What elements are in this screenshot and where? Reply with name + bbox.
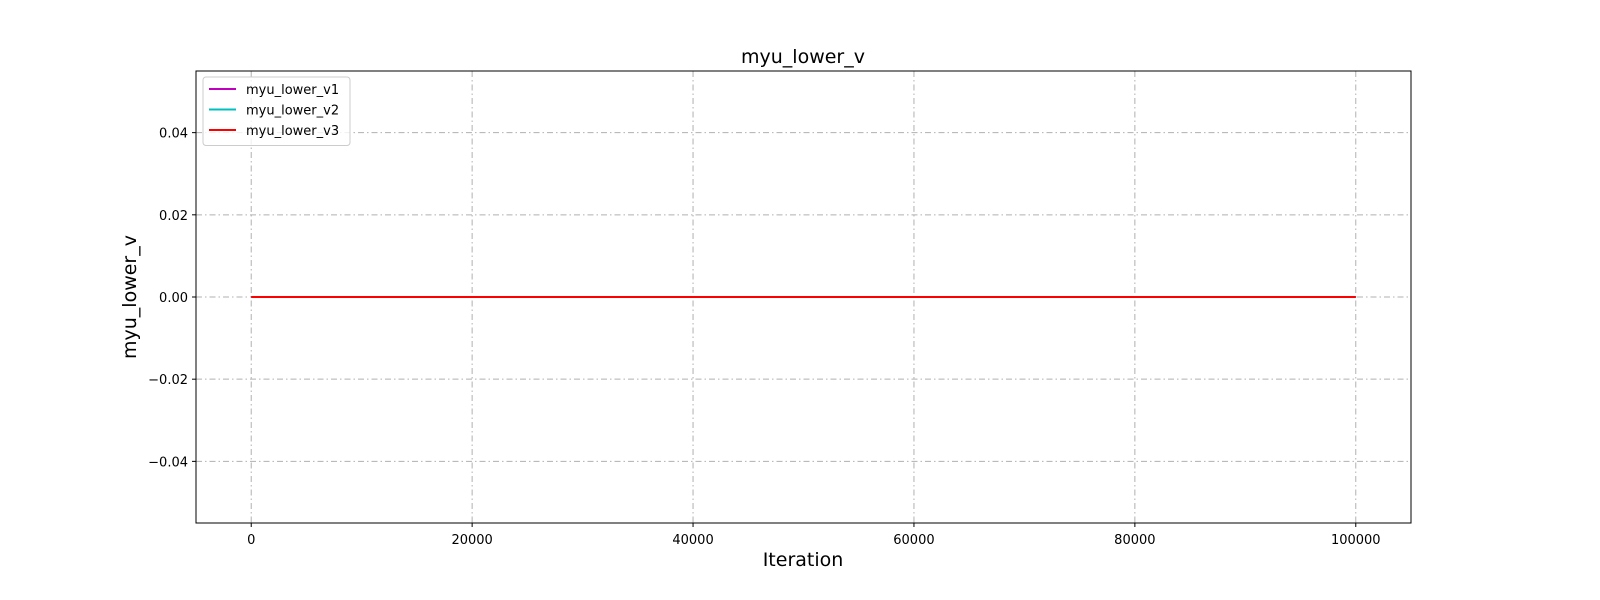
- chart-title: myu_lower_v: [741, 46, 865, 68]
- x-tick-label: 60000: [893, 533, 934, 548]
- legend-label: myu_lower_v1: [246, 83, 339, 98]
- legend-label: myu_lower_v2: [246, 104, 339, 119]
- y-tick-label: 0.02: [159, 209, 188, 224]
- x-tick-label: 80000: [1114, 533, 1155, 548]
- y-axis-ticks: −0.04 −0.02 0.00 0.02 0.04: [148, 127, 196, 470]
- y-tick-label: 0.00: [159, 291, 188, 306]
- x-tick-label: 0: [247, 533, 255, 548]
- y-axis-title: myu_lower_v: [119, 235, 141, 359]
- y-tick-label: −0.04: [148, 455, 188, 470]
- legend-box: [202, 76, 351, 146]
- x-axis-title: Iteration: [763, 549, 844, 571]
- y-tick-label: −0.02: [148, 373, 188, 388]
- legend: myu_lower_v1 myu_lower_v2 myu_lower_v3: [202, 76, 351, 146]
- legend-label: myu_lower_v3: [246, 124, 339, 139]
- x-tick-label: 40000: [672, 533, 713, 548]
- x-tick-label: 100000: [1331, 533, 1381, 548]
- y-tick-label: 0.04: [159, 127, 188, 142]
- x-tick-label: 20000: [451, 533, 492, 548]
- x-axis-ticks: 0 20000 40000 60000 80000 100000: [247, 523, 1381, 548]
